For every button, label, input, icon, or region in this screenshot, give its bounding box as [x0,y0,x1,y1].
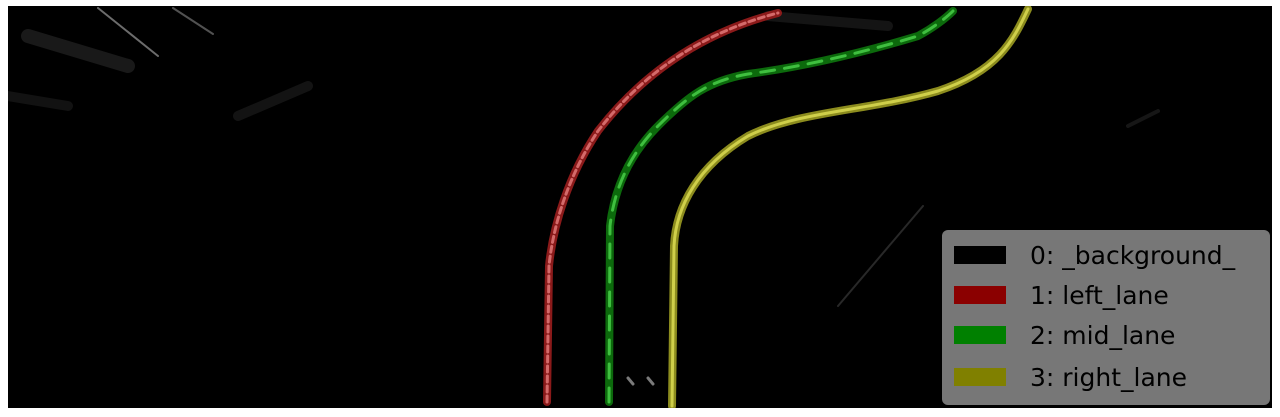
left-lane-line [543,9,782,406]
segmentation-image: 0: _background_ 1: left_lane 2: mid_lane… [8,6,1272,408]
legend-item-mid-lane: 2: mid_lane [954,318,1175,352]
legend-label-right-lane: 3: right_lane [1030,362,1188,392]
legend-swatch-left-lane [954,286,1006,304]
legend-label-left-lane: 1: left_lane [1030,280,1169,310]
legend-label-background: 0: _background_ [1030,240,1236,270]
legend-swatch-mid-lane [954,326,1006,344]
legend-item-background: 0: _background_ [954,238,1235,272]
legend-label-mid-lane: 2: mid_lane [1030,320,1176,350]
legend-swatch-background [954,246,1006,264]
legend-item-right-lane: 3: right_lane [954,360,1187,394]
lane-overlay [8,6,1160,408]
legend-swatch-right-lane [954,368,1006,386]
legend-item-left-lane: 1: left_lane [954,278,1169,312]
background-streaks [8,7,1160,386]
legend: 0: _background_ 1: left_lane 2: mid_lane… [942,230,1270,405]
right-lane-line [668,6,1032,408]
mid-lane-line [605,7,957,406]
